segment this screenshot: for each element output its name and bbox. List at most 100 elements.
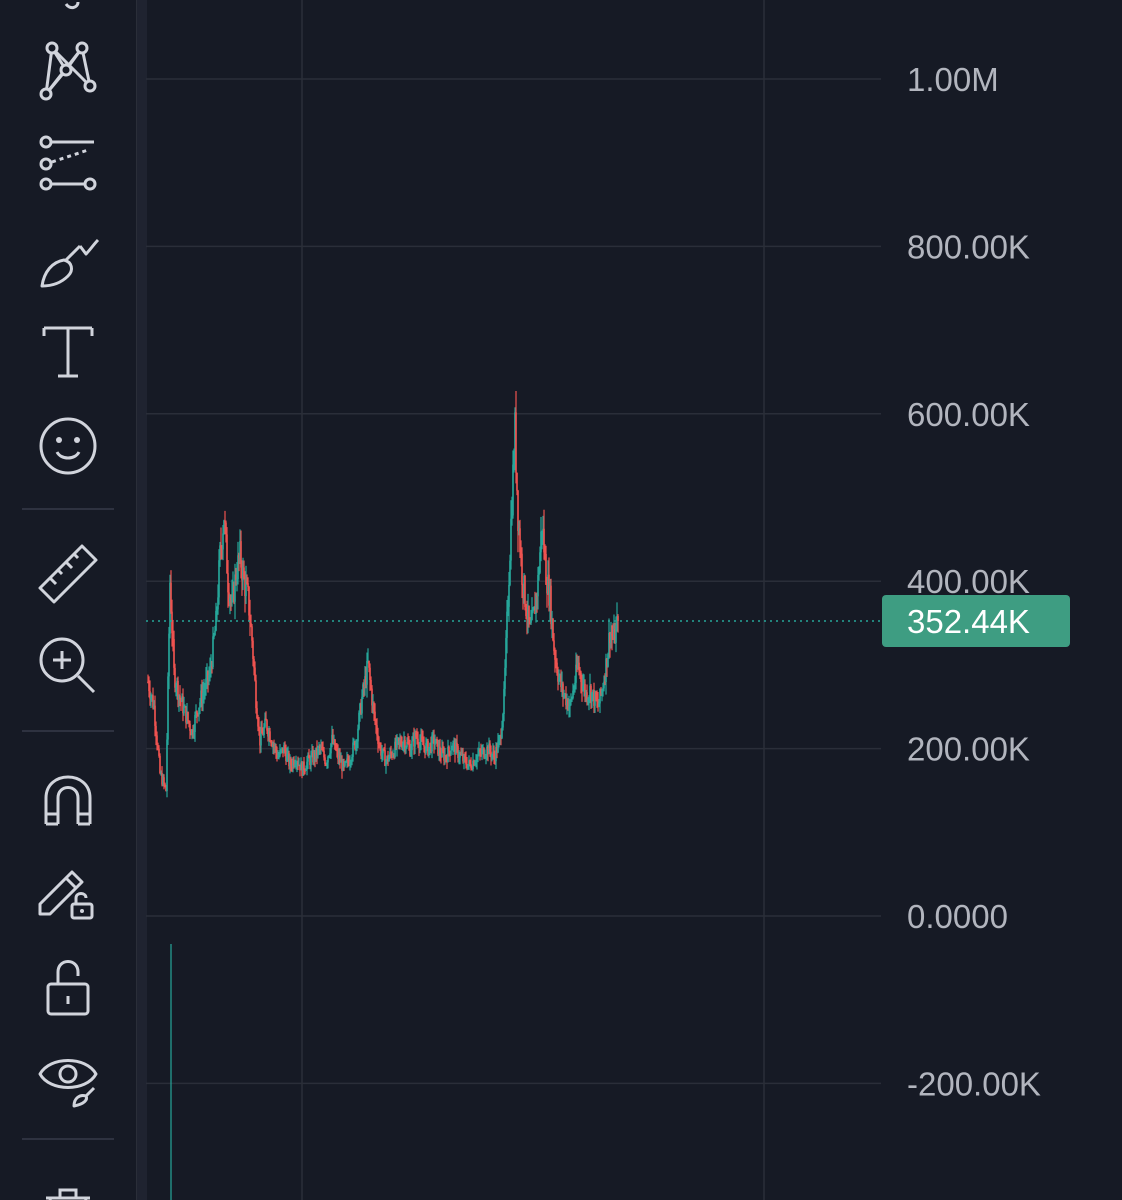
projection-tool[interactable]: [20, 124, 116, 204]
candle-body: [438, 746, 440, 755]
candle-body: [445, 755, 447, 759]
pattern-tool[interactable]: [20, 30, 116, 110]
candle-body: [469, 760, 471, 765]
emoji-tool[interactable]: [20, 406, 116, 486]
candle-body: [549, 585, 551, 606]
candle-body: [292, 759, 294, 768]
candle-body: [437, 739, 439, 755]
candle-body: [336, 749, 338, 751]
candle-body: [235, 574, 237, 580]
candle-body: [191, 729, 193, 736]
candle-body: [209, 667, 211, 675]
candle-body: [252, 640, 254, 659]
candle-body: [268, 731, 270, 737]
candle-body: [247, 583, 249, 587]
candle-body: [333, 739, 335, 743]
candle-body: [533, 607, 535, 610]
measure-tool[interactable]: [20, 534, 116, 614]
candle-body: [208, 674, 210, 681]
candle-body: [163, 777, 165, 784]
candle-body: [521, 553, 523, 585]
candle-body: [188, 720, 190, 724]
candle-body: [299, 764, 301, 771]
zoom-in-tool[interactable]: [20, 626, 116, 706]
candle-body: [366, 660, 368, 685]
candle-body: [570, 698, 572, 702]
price-chart[interactable]: 1.00M 800.00K 600.00K 400.00K 200.00K 0.0000 -…: [146, 0, 1122, 1200]
candle-body: [594, 692, 596, 706]
candle-body: [381, 753, 383, 756]
candle-body: [321, 746, 323, 751]
candle-body: [304, 770, 306, 772]
candle-body: [568, 706, 570, 710]
remove-drawings-tool[interactable]: [20, 1160, 116, 1200]
candle-body: [473, 760, 475, 766]
candle-body: [425, 743, 427, 754]
candle-body: [346, 758, 348, 762]
candle-body: [364, 676, 366, 688]
candle-body: [389, 751, 391, 758]
candle-body: [475, 761, 477, 763]
magnet-tool[interactable]: [20, 758, 116, 838]
candle-body: [361, 696, 363, 714]
candle-body: [588, 696, 590, 699]
candle-body: [310, 755, 312, 765]
lock-drawings-tool[interactable]: [20, 946, 116, 1026]
chart-grid: [146, 0, 881, 1200]
candle-body: [150, 695, 152, 699]
candle-body: [564, 694, 566, 696]
candle-body: [211, 666, 213, 668]
top-tool-partial[interactable]: [20, 0, 116, 42]
candle-body: [476, 756, 478, 762]
candle-body: [214, 630, 216, 636]
candle-body: [435, 739, 437, 744]
candle-body: [547, 574, 549, 594]
candle-body: [560, 675, 562, 688]
candle-body: [212, 636, 214, 667]
candle-body: [259, 726, 261, 746]
candle-body: [494, 757, 496, 762]
candle-body: [157, 745, 159, 749]
candle-body: [504, 667, 506, 689]
candle-body: [270, 741, 272, 744]
candle-body: [148, 681, 150, 692]
text-tool[interactable]: [20, 312, 116, 392]
candle-body: [579, 670, 581, 673]
candle-body: [178, 695, 180, 701]
candle-body: [500, 736, 502, 738]
candle-body: [371, 688, 373, 706]
candle-body: [502, 714, 504, 728]
candle-body: [248, 586, 250, 616]
toolbar-border[interactable]: [136, 0, 147, 1200]
candle-body: [285, 751, 287, 762]
candle-body: [617, 616, 619, 622]
candle-body: [610, 634, 612, 644]
candle-body: [612, 635, 614, 638]
candle-body: [595, 692, 597, 700]
brush-tool[interactable]: [20, 220, 116, 300]
candle-body: [468, 760, 470, 765]
candle-body: [294, 764, 296, 766]
candle-body: [357, 728, 359, 742]
candle-body: [348, 761, 350, 765]
candle-body: [434, 743, 436, 745]
candle-body: [242, 567, 244, 581]
candle-body: [399, 740, 401, 742]
candle-body: [245, 582, 247, 597]
candle-body: [518, 528, 520, 531]
candle-body: [505, 637, 507, 668]
candle-body: [236, 579, 238, 581]
candle-body: [466, 764, 468, 769]
candle-body: [593, 690, 595, 706]
candle-body: [231, 595, 233, 601]
stay-in-drawing-mode-tool[interactable]: [20, 850, 116, 930]
candle-body: [185, 706, 187, 723]
last-price-tag: 352.44K: [882, 595, 1070, 648]
candle-body: [402, 743, 404, 748]
candle-body: [497, 741, 499, 753]
hide-drawings-tool[interactable]: [20, 1036, 116, 1116]
chart-pane[interactable]: 1.00M 800.00K 600.00K 400.00K 200.00K 0.0000 -…: [146, 0, 1122, 1200]
drawing-toolbar: [0, 0, 136, 1200]
candle-body: [495, 746, 497, 762]
